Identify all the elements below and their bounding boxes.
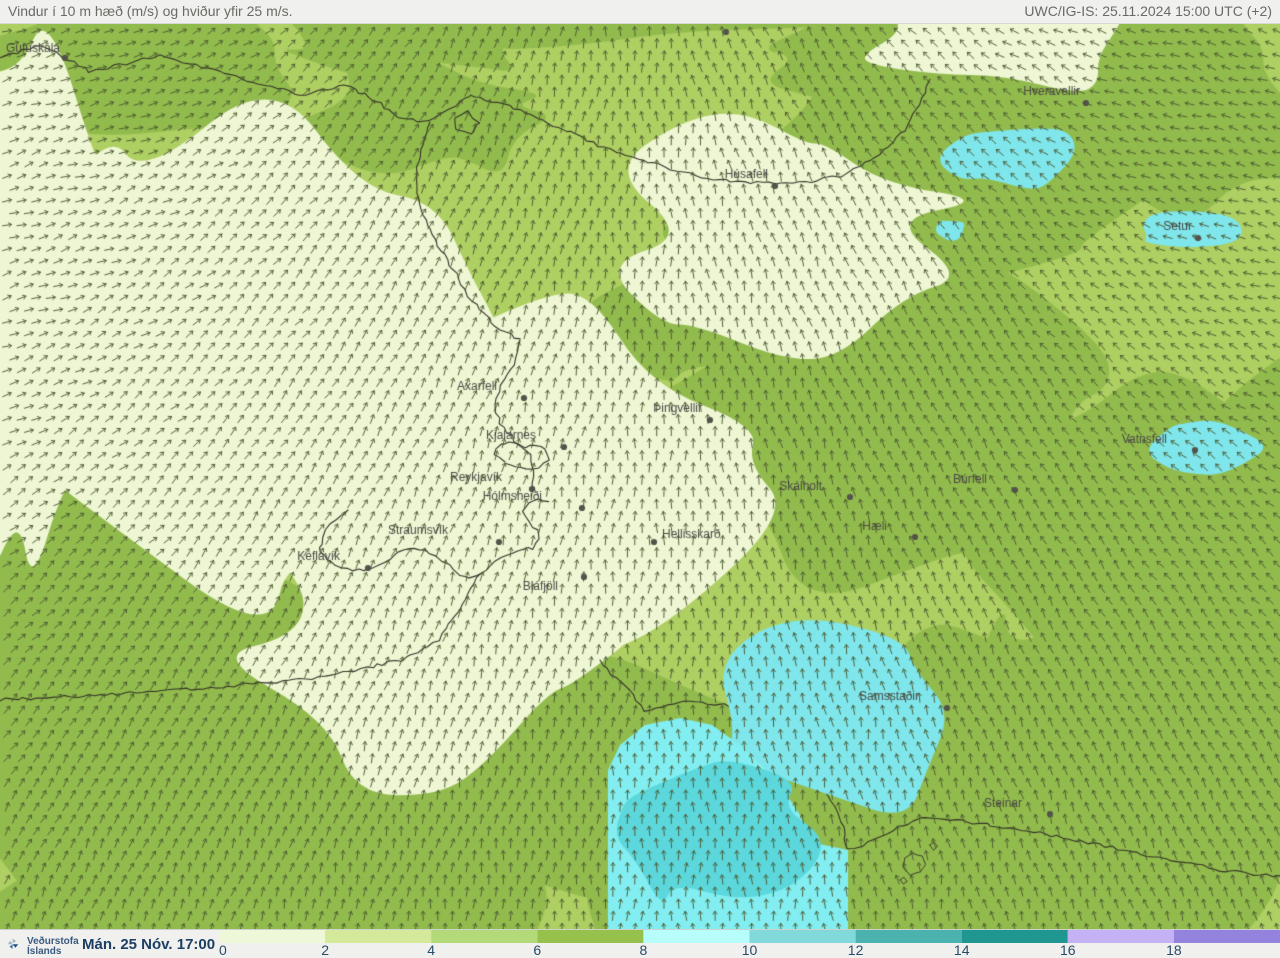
svg-text:4: 4 [427,942,435,958]
svg-text:18: 18 [1166,942,1182,958]
svg-text:10: 10 [742,942,758,958]
svg-text:0: 0 [219,942,227,958]
svg-text:8: 8 [640,942,648,958]
svg-text:16: 16 [1060,942,1076,958]
svg-text:2: 2 [321,942,329,958]
svg-text:6: 6 [533,942,541,958]
svg-text:12: 12 [848,942,864,958]
svg-text:14: 14 [954,942,970,958]
